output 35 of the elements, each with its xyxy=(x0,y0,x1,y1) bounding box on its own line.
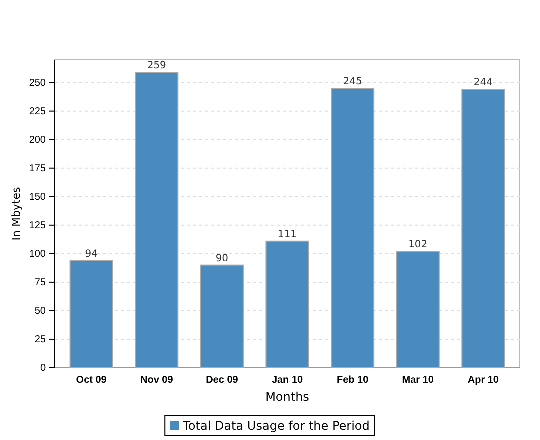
x-tick-label: Feb 10 xyxy=(336,375,370,386)
x-tick-label: Oct 09 xyxy=(76,375,108,386)
x-tick-label: Mar 10 xyxy=(402,375,434,386)
y-tick-label: 200 xyxy=(29,135,46,146)
bar xyxy=(396,251,440,368)
data-label: 244 xyxy=(474,78,493,89)
y-tick-label: 100 xyxy=(29,249,46,260)
data-label: 94 xyxy=(85,248,98,260)
y-tick-label: 175 xyxy=(29,164,46,175)
data-label: 259 xyxy=(147,60,166,72)
y-tick-label: 25 xyxy=(34,334,46,346)
y-tick-label: 0 xyxy=(40,363,46,374)
data-label: 111 xyxy=(278,229,298,240)
bar xyxy=(266,240,310,368)
x-tick-label: Nov 09 xyxy=(140,375,174,386)
bar xyxy=(70,260,114,368)
bar xyxy=(462,89,506,368)
x-tick-label: Apr 10 xyxy=(468,375,500,386)
y-tick-label: 250 xyxy=(29,78,46,90)
y-tick-label: 150 xyxy=(29,192,46,204)
data-label: 102 xyxy=(408,240,428,251)
bar xyxy=(331,88,375,368)
y-tick-label: 225 xyxy=(29,106,46,118)
bar xyxy=(135,72,179,368)
x-tick-label: Dec 09 xyxy=(206,375,239,386)
y-tick-label: 75 xyxy=(34,278,46,289)
data-label: 245 xyxy=(343,76,362,88)
data-label: 90 xyxy=(216,253,229,264)
y-axis-title: In Mbytes xyxy=(10,186,23,241)
x-tick-label: Jan 10 xyxy=(272,375,304,386)
legend-label: Total Data Usage for the Period xyxy=(182,419,370,433)
x-axis-title: Months xyxy=(266,390,310,404)
y-tick-label: 125 xyxy=(29,220,46,232)
bar xyxy=(200,264,244,368)
y-tick-label: 50 xyxy=(34,306,46,318)
